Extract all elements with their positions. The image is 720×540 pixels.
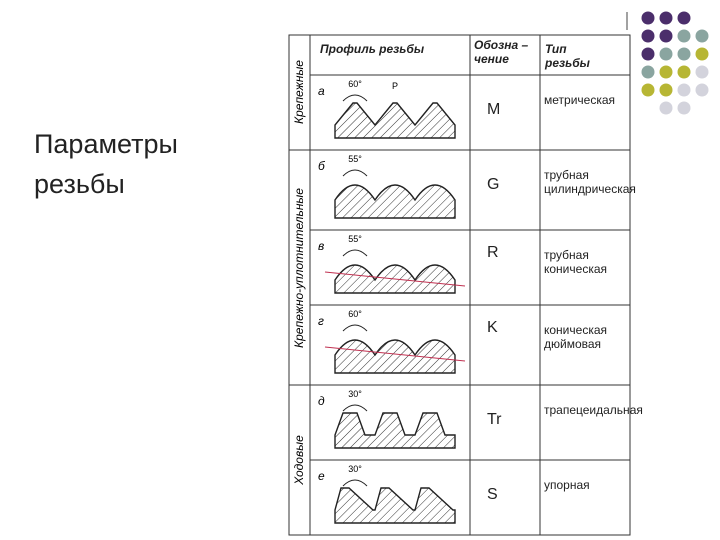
designation: R xyxy=(487,244,499,261)
angle-arc xyxy=(342,169,368,177)
thread-profile xyxy=(334,339,456,374)
row-letter: е xyxy=(318,469,325,483)
angle-arc xyxy=(342,479,368,487)
group-label: Ходовые xyxy=(292,435,306,486)
angle-arc xyxy=(342,249,368,257)
angle-label: 55° xyxy=(348,234,362,244)
row-letter: г xyxy=(318,314,324,328)
angle-arc xyxy=(342,324,368,332)
thread-type: трапецеидальная xyxy=(544,403,643,417)
thread-profile xyxy=(334,487,456,524)
row-letter: б xyxy=(318,159,326,173)
group-label: Крепежные xyxy=(292,60,306,124)
thread-type: коническая дюймовая xyxy=(544,323,607,351)
designation: G xyxy=(487,176,500,193)
table-grid xyxy=(288,34,631,536)
thread-profile xyxy=(334,184,456,219)
thread-type: метрическая xyxy=(544,93,616,107)
header: Тип резьбы xyxy=(545,42,590,70)
pitch-label: P xyxy=(392,81,398,91)
decor-dots xyxy=(641,11,709,115)
axis-line xyxy=(324,346,466,362)
header: Профиль резьбы xyxy=(320,42,425,56)
angle-label: 30° xyxy=(348,389,362,399)
group-label: Крепежно-уплотнительные xyxy=(292,188,306,348)
angle-label: 60° xyxy=(348,309,362,319)
angle-label: 55° xyxy=(348,154,362,164)
thread-profile xyxy=(334,102,456,139)
axis-line xyxy=(324,271,466,287)
thread-type: трубная цилиндрическая xyxy=(544,168,636,196)
row-letter: в xyxy=(318,239,324,253)
designation: K xyxy=(487,319,498,336)
row-letter: д xyxy=(318,394,325,408)
thread-profile xyxy=(334,412,456,449)
slide-title: Параметры резьбы xyxy=(34,129,178,199)
designation: S xyxy=(487,486,498,503)
designation: M xyxy=(487,101,501,118)
row-letter: а xyxy=(318,84,325,98)
thread-type: упорная xyxy=(544,478,590,492)
angle-arc xyxy=(342,404,368,412)
designation: Tr xyxy=(487,411,502,428)
thread-type: трубная коническая xyxy=(544,248,607,276)
angle-arc xyxy=(342,94,368,102)
angle-label: 30° xyxy=(348,464,362,474)
angle-label: 60° xyxy=(348,79,362,89)
header: Обозна – чение xyxy=(474,38,529,66)
